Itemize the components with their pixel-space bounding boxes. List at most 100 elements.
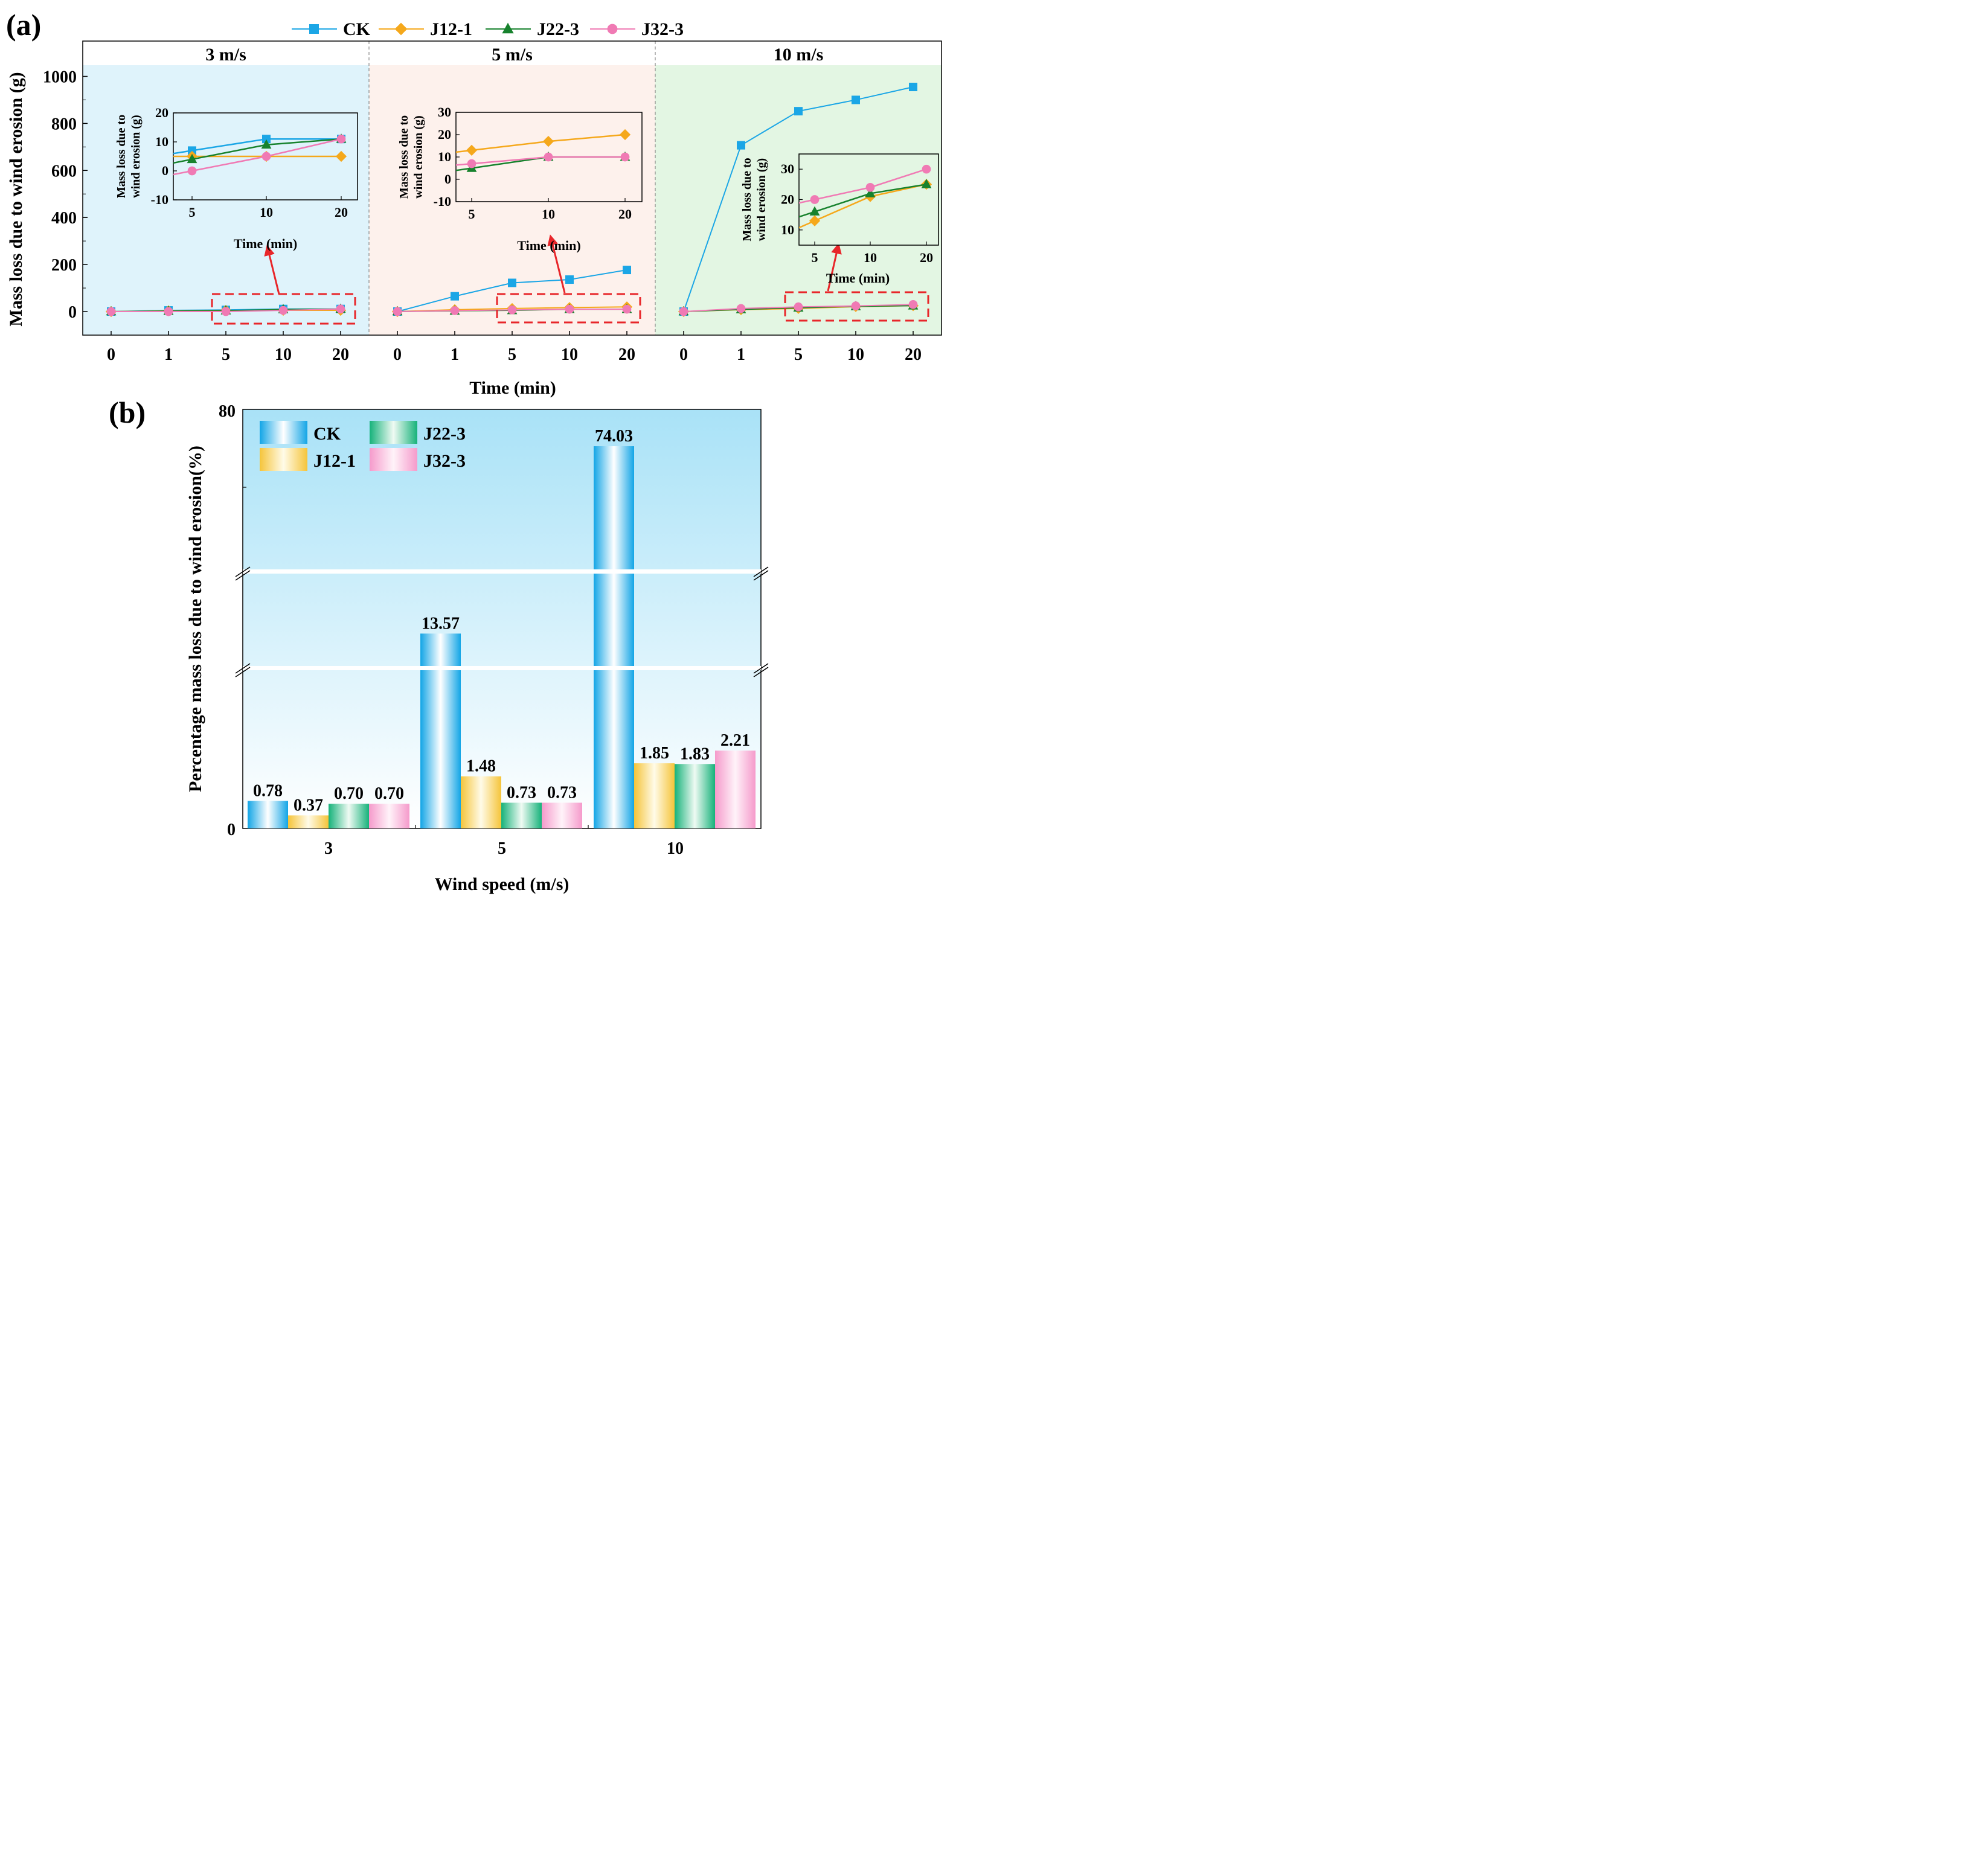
legend-label-j12-1: J12-1 [430,19,472,39]
inset-line-j32-3 [799,168,927,204]
inset-y-tick-label: 30 [438,104,451,120]
j32-3-marker [164,307,173,316]
bar-j22-3-10 [675,764,715,828]
inset-y-tick-label: -10 [151,192,168,207]
axis-break-mark [753,667,769,677]
panel-b-x-axis-label: Wind speed (m/s) [435,874,570,894]
panel-a-y-axis-label: Mass loss due to wind erosion (g) [6,72,26,326]
inset-x-tick-label: 10 [542,206,555,222]
axis-break-mark [753,566,769,577]
bar-value-label: 1.85 [640,744,669,763]
ck-marker [508,278,516,287]
legend-label-ck: CK [343,19,371,39]
panel-title-5-m-s: 5 m/s [492,45,533,65]
panel-title-10-m-s: 10 m/s [774,45,824,65]
inset-x-tick-label: 5 [189,205,196,220]
axis-break-mark [753,570,769,581]
j32-3-marker [851,301,861,311]
y-tick-label: 1000 [43,68,77,87]
legend-label-j12-1: J12-1 [313,451,356,471]
panel-b-bars: 0.78 13.57 74.03 0.37 1.48 1.85 0.70 0.73 1.83 0.… [248,427,756,828]
j22-3-marker [809,206,820,216]
j12-1-marker [542,136,554,147]
bar-value-label: 74.03 [595,427,633,446]
j22-3-marker [261,139,272,149]
bar-value-label: 2.21 [720,731,750,750]
inset-10-m-s: 10 20 30 5 10 20 Mass loss due to wind erosion … [740,153,939,286]
j32-3-marker [544,152,553,162]
inset-x-tick-label: 20 [920,250,933,265]
inset-series [456,129,631,172]
j32-3-marker [679,307,688,316]
ck-marker [909,83,917,92]
axis-break-gap [243,569,761,574]
j32-3-marker [794,302,803,312]
inset-y-tick-label: 10 [438,149,451,164]
inset-x-tick-label: 5 [812,250,818,265]
bar-ck-5 [420,633,461,828]
bar-j22-3-5 [501,802,542,828]
inset-y-tick-label: 20 [781,192,794,207]
ck-marker [623,266,631,275]
callout-arrow [547,234,566,293]
j12-1-marker [394,22,408,36]
x-tick-label: 10 [561,345,578,364]
legend-label-j22-3: J22-3 [423,424,466,444]
j32-3-marker [278,306,288,315]
callout-arrow [827,243,842,292]
inset-line-j12-1 [799,184,927,229]
j32-3-marker [467,159,476,168]
j32-3-marker [620,152,630,162]
ck-marker [852,95,860,104]
legend-label-j32-3: J32-3 [423,451,466,471]
inset-y-tick-label: 30 [781,161,794,176]
x-tick-label: 1 [164,345,173,364]
inset-y-label: Mass loss due to wind erosion (g) [740,158,768,241]
inset-y-label-line: wind erosion (g) [129,115,143,197]
legend-swatch-j22-3 [370,421,417,444]
bar-ck-3 [248,801,288,828]
x-tick-label: 5 [498,839,506,858]
panel-b: 0.78 13.57 74.03 0.37 1.48 1.85 0.70 0.73 1.83 0.… [185,402,769,894]
inset-y-label-line: Mass loss due to [740,158,754,241]
x-tick-label: 5 [794,345,803,364]
j12-1-marker [809,215,821,226]
ck-marker [309,24,319,34]
inset-y-label-line: Mass loss due to [397,115,411,199]
legend-label-j32-3: J32-3 [641,19,684,39]
x-tick-label: 1 [451,345,459,364]
bar-j12-1-3 [288,815,329,828]
bar-j32-3-10 [715,751,756,828]
inset-y-tick-label: 0 [162,163,168,178]
axis-break-mark [235,663,251,674]
x-tick-label: 20 [905,345,922,364]
inset-series [799,164,932,229]
j32-3-marker [507,305,517,315]
y-tick-label: 80 [219,402,236,421]
j32-3-marker [865,183,875,192]
panel-a-series [105,83,919,318]
panel-label-b: (b) [109,395,146,429]
bar-value-label: 1.83 [680,744,710,763]
j22-3-marker [502,22,514,34]
j32-3-marker [810,195,820,204]
inset-y-tick-label: 20 [155,105,168,120]
figure: (a) (b) CK J12-1 J22-3 J32-3 3 m/s 5 m/s 10 m… [6,8,942,894]
inset-y-label: Mass loss due to wind erosion (g) [397,115,425,199]
axis-break-mark [235,566,251,577]
x-tick-label: 20 [618,345,635,364]
bar-value-label: 1.48 [466,757,496,776]
j32-3-marker [106,307,116,316]
x-tick-label: 10 [667,839,684,858]
inset-y-tick-label: 10 [155,134,168,149]
j32-3-marker [736,304,746,313]
x-tick-label: 5 [508,345,516,364]
inset-line-j22-3 [799,184,927,218]
ck-marker [565,275,574,284]
j32-3-marker [450,306,460,315]
legend-label-ck: CK [313,424,341,444]
inset-y-label-line: wind erosion (g) [412,115,425,198]
j22-3-marker [865,188,876,197]
legend-swatch-ck [260,421,307,444]
y-tick-label: 400 [51,209,77,228]
